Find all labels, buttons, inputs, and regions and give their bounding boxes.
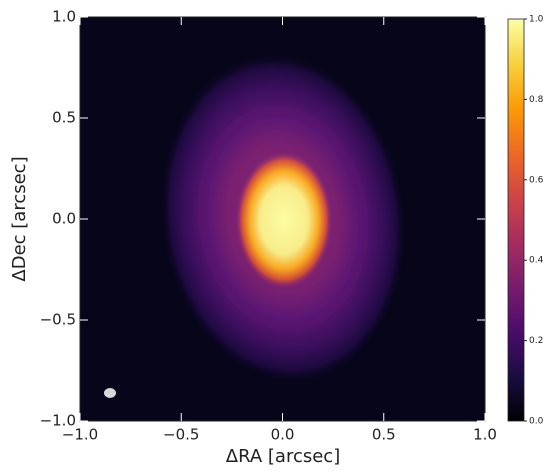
- disk-core: [236, 152, 332, 288]
- beam: [104, 388, 116, 398]
- colorbar-tick-label: 0.2: [529, 336, 543, 346]
- disk-gap: [197, 105, 369, 331]
- y-axis-label: ΔDec [arcsec]: [9, 156, 30, 281]
- y-tick-label: 0.0: [52, 210, 76, 228]
- y-tick-label: 0.5: [52, 109, 76, 127]
- x-tick-label: −0.5: [163, 426, 199, 444]
- image: [80, 17, 485, 421]
- colorbar-tick-label: 1.0: [529, 15, 544, 25]
- x-tick-label: 0.0: [271, 426, 295, 444]
- y-tick-label: −0.5: [40, 311, 76, 329]
- y-tick-label: 1.0: [52, 8, 76, 26]
- x-tick-label: 0.5: [372, 426, 396, 444]
- y-tick-label: −1.0: [40, 412, 76, 430]
- colorbar-tick-label: 0.8: [529, 95, 544, 105]
- colorbar-tick-label: 0.6: [529, 175, 544, 185]
- x-tick-label: 1.0: [473, 426, 497, 444]
- colorbar-tick-label: 0.0: [529, 417, 544, 427]
- colorbar: [507, 18, 525, 422]
- x-axis-label: ΔRA [arcsec]: [226, 446, 340, 467]
- colorbar-tick-label: 0.4: [529, 256, 544, 266]
- x-tick-label: −1.0: [62, 426, 98, 444]
